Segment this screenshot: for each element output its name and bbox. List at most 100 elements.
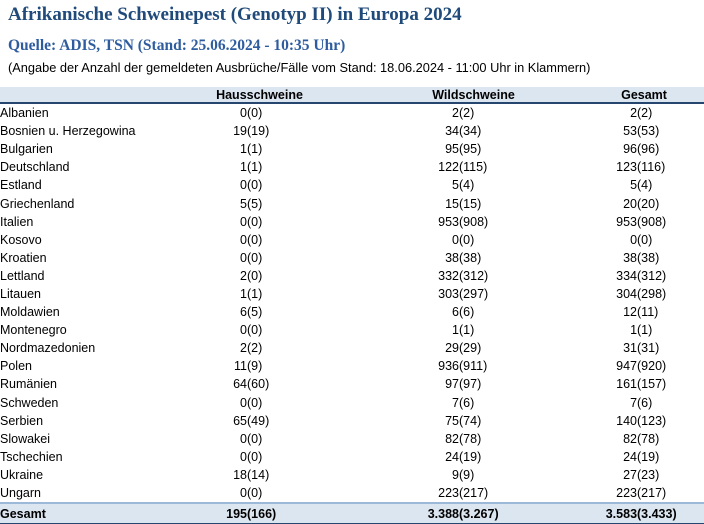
header-spacer	[552, 87, 585, 104]
gesamt-count: 304	[616, 286, 638, 301]
country-cell: Nordmazedonien	[0, 341, 96, 356]
spacer-cell	[333, 321, 395, 339]
wildschweine-prev: (38)	[459, 250, 482, 265]
table-row: Ukraine 18 (14) 9 (9) 27 (23)	[0, 466, 704, 484]
wildschweine-prev: (9)	[459, 467, 475, 482]
hausschweine-prev: (1)	[247, 286, 263, 301]
spacer-cell	[552, 158, 584, 176]
gesamt-prev: (11)	[637, 305, 659, 320]
country-cell: Tschechien	[0, 449, 63, 464]
gesamt-count: 24	[623, 449, 638, 464]
hausschweine-count: 64	[233, 377, 247, 392]
country-cell: Polen	[0, 359, 32, 374]
spacer-cell	[333, 484, 395, 503]
spacer-cell	[552, 103, 584, 122]
country-cell: Montenegro	[0, 323, 67, 338]
spacer-cell	[552, 448, 584, 466]
spacer-cell	[333, 466, 395, 484]
hausschweine-count: 18	[233, 467, 247, 482]
table-row: Rumänien 64 (60) 97 (97) 161 (157)	[0, 375, 704, 393]
spacer-cell	[333, 430, 395, 448]
spacer-cell	[333, 231, 395, 249]
source-line: Quelle: ADIS, TSN (Stand: 25.06.2024 - 1…	[8, 37, 346, 54]
table-row: Estland 0 (0) 5 (4) 5 (4)	[0, 176, 704, 194]
wildschweine-count: 936	[438, 359, 459, 374]
wildschweine-count: 24	[445, 449, 459, 464]
hausschweine-count: 0	[240, 323, 247, 338]
total-gesamt-count: 3.583	[584, 502, 638, 524]
wildschweine-count: 9	[452, 467, 459, 482]
spacer-cell	[333, 158, 395, 176]
spacer-cell	[552, 122, 584, 140]
total-hausschweine-count: 195	[186, 502, 247, 524]
spacer-cell	[333, 448, 395, 466]
table-row: Bulgarien 1 (1) 95 (95) 96 (96)	[0, 140, 704, 158]
spacer-cell	[333, 249, 395, 267]
spacer-cell	[333, 303, 395, 321]
spacer-cell	[333, 140, 395, 158]
wildschweine-count: 95	[445, 142, 459, 157]
gesamt-count: 96	[623, 142, 638, 157]
hausschweine-prev: (1)	[247, 142, 263, 157]
note-line: (Angabe der Anzahl der gemeldeten Ausbrü…	[8, 60, 591, 75]
wildschweine-count: 1	[452, 323, 459, 338]
total-wildschweine-prev: (3.267)	[459, 502, 553, 524]
wildschweine-prev: (2)	[459, 106, 475, 121]
gesamt-prev: (6)	[637, 395, 653, 410]
wildschweine-count: 0	[452, 232, 459, 247]
wildschweine-prev: (34)	[459, 124, 482, 139]
spacer-cell	[552, 249, 584, 267]
country-column-header	[0, 87, 186, 104]
country-cell: Kosovo	[0, 232, 42, 247]
hausschweine-prev: (1)	[247, 160, 263, 175]
hausschweine-count: 0	[240, 449, 247, 464]
hausschweine-count: 1	[240, 142, 247, 157]
hausschweine-count: 6	[240, 305, 247, 320]
hausschweine-count: 19	[233, 124, 247, 139]
spacer-cell	[333, 103, 395, 122]
country-cell: Bosnien u. Herzegowina	[0, 124, 136, 139]
wildschweine-count: 38	[445, 250, 459, 265]
hausschweine-prev: (60)	[247, 377, 270, 392]
hausschweine-count: 0	[240, 250, 247, 265]
table-row: Deutschland 1 (1) 122 (115) 123 (116)	[0, 158, 704, 176]
spacer-cell	[552, 502, 585, 524]
col-header-gesamt: Gesamt	[584, 87, 704, 104]
country-cell: Schweden	[0, 395, 59, 410]
wildschweine-prev: (297)	[459, 286, 489, 301]
gesamt-prev: (2)	[637, 106, 653, 121]
spacer-cell	[333, 267, 395, 285]
table-row: Kroatien 0 (0) 38 (38) 38 (38)	[0, 249, 704, 267]
wildschweine-count: 97	[445, 377, 459, 392]
hausschweine-prev: (5)	[247, 196, 263, 211]
col-header-hausschweine: Hausschweine	[186, 87, 333, 104]
gesamt-prev: (908)	[637, 214, 667, 229]
spacer-cell	[552, 466, 584, 484]
gesamt-count: 0	[630, 232, 638, 247]
table-row: Bosnien u. Herzegowina 19 (19) 34 (34) 53 (53)	[0, 122, 704, 140]
gesamt-count: 12	[623, 305, 638, 320]
wildschweine-count: 332	[438, 268, 459, 283]
hausschweine-count: 1	[240, 286, 247, 301]
spacer-cell	[333, 176, 395, 194]
wildschweine-count: 29	[445, 341, 459, 356]
gesamt-count: 27	[623, 467, 638, 482]
total-label: Gesamt	[0, 502, 186, 524]
spacer-cell	[552, 430, 584, 448]
table-row: Kosovo 0 (0) 0 (0) 0 (0)	[0, 231, 704, 249]
hausschweine-prev: (0)	[247, 214, 263, 229]
gesamt-prev: (38)	[637, 250, 660, 265]
hausschweine-count: 2	[240, 268, 247, 283]
hausschweine-count: 11	[234, 359, 247, 374]
hausschweine-count: 0	[240, 395, 247, 410]
gesamt-prev: (78)	[637, 431, 660, 446]
wildschweine-prev: (115)	[459, 160, 488, 175]
country-cell: Estland	[0, 178, 42, 193]
table-header-row: Hausschweine Wildschweine Gesamt	[0, 87, 704, 104]
country-rows: Albanien 0 (0) 2 (2) 2 (2) Bosnien u. Herzegowi…	[0, 103, 704, 503]
hausschweine-count: 65	[233, 413, 247, 428]
wildschweine-count: 34	[445, 124, 459, 139]
table-row: Ungarn 0 (0) 223 (217) 223 (217)	[0, 484, 704, 503]
spacer-cell	[552, 375, 584, 393]
spacer-cell	[333, 357, 395, 375]
